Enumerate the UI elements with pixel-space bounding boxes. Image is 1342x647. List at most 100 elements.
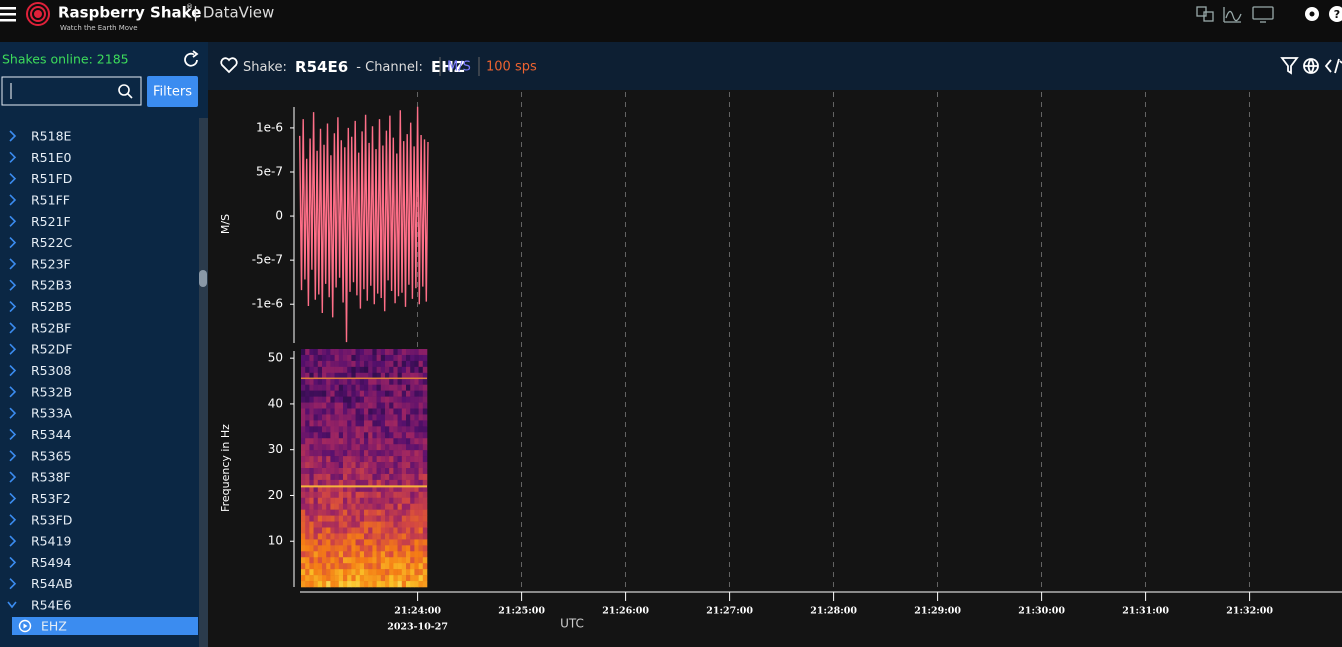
station[interactable]: R51FF (31, 192, 70, 207)
spectrogram-cell (401, 432, 407, 439)
top-icons[interactable] (1196, 6, 1274, 23)
station[interactable]: R5344 (31, 427, 72, 442)
spectrogram-cell (422, 479, 428, 487)
spectrogram-cell (326, 545, 331, 552)
spectrogram-cell (401, 515, 407, 522)
spectrogram-cell (347, 438, 352, 445)
station[interactable]: R51E0 (31, 150, 71, 165)
spectrogram-cell (330, 414, 335, 421)
station[interactable]: R52BF (31, 320, 71, 335)
help-button[interactable]: ? (1329, 6, 1342, 22)
menu-button[interactable] (0, 7, 16, 22)
filters-button[interactable] (147, 76, 198, 107)
spectrogram-cell (393, 575, 398, 582)
spectrogram-cell (418, 408, 424, 415)
spectrogram-cell (317, 533, 323, 540)
spectrogram-cell (309, 426, 314, 433)
spectrogram-cell (406, 479, 411, 487)
spectrogram-cell (334, 420, 340, 427)
spectrogram-cell (414, 396, 419, 403)
spectrogram-cell (401, 384, 407, 391)
spectrogram-cell (397, 420, 403, 427)
station[interactable]: R52B3 (31, 278, 72, 293)
spectrogram-cell (380, 563, 386, 570)
station[interactable]: R53F2 (31, 491, 71, 506)
spectrogram-cell (397, 521, 403, 528)
spectrogram-cell (305, 575, 310, 582)
spectrogram-cell (385, 491, 390, 499)
station[interactable]: R52B5 (31, 299, 72, 314)
spectrogram-cell (385, 509, 390, 516)
spectrogram-cell (393, 503, 398, 510)
toolbar-icons[interactable] (1280, 57, 1342, 75)
spectrogram-cell (301, 402, 306, 409)
spectrogram-cell (355, 509, 361, 516)
scrollbar[interactable] (199, 118, 208, 647)
spectrogram-cell (313, 533, 319, 540)
chevron (9, 407, 17, 419)
selected-channel[interactable]: EHZ (41, 619, 67, 634)
station[interactable]: R52DF (31, 342, 72, 357)
station[interactable]: R521F (31, 214, 71, 229)
spectrogram-cell (385, 485, 390, 493)
station[interactable]: R538F (31, 470, 71, 485)
spectrogram-cell (338, 426, 344, 433)
spectrogram-cell (322, 533, 327, 540)
spectrogram-cell (376, 473, 382, 481)
channel-bar (208, 42, 1342, 90)
selected-channel-row[interactable] (12, 617, 198, 635)
spectrogram-cell (376, 539, 382, 546)
spectrogram-cell (372, 349, 377, 356)
spectrogram-cell (355, 378, 361, 385)
favorite-button[interactable] (220, 57, 238, 74)
station[interactable]: R533A (31, 406, 73, 421)
station[interactable]: R523F (31, 256, 71, 271)
station[interactable]: R5365 (31, 448, 72, 463)
station[interactable]: R522C (31, 235, 73, 250)
svg-text:?: ? (1334, 8, 1340, 21)
station[interactable]: R518E (31, 129, 72, 144)
spectrogram-cell (372, 396, 377, 403)
spectrogram-cell (359, 426, 365, 433)
station[interactable]: R532B (31, 384, 72, 399)
spectrogram-cell (313, 432, 319, 439)
spectrogram-cell (397, 485, 403, 493)
spectrogram-cell (364, 539, 369, 546)
spectrogram-cell (351, 450, 356, 457)
spectrogram-cell (368, 378, 373, 385)
spectrogram-cell (338, 515, 344, 522)
station[interactable]: R5419 (31, 534, 72, 549)
spectrogram-cell (380, 551, 386, 558)
station[interactable]: R53FD (31, 512, 72, 527)
spectrogram-cell (330, 402, 335, 409)
spectrogram-cell (418, 396, 424, 403)
station[interactable]: R5308 (31, 363, 72, 378)
spectrogram-cell (301, 408, 306, 415)
spectrogram-cell (397, 450, 403, 457)
spectrogram-cell (422, 497, 428, 504)
spectrogram-cell (313, 390, 319, 397)
search-input[interactable] (1, 76, 142, 106)
spectrogram-cell (380, 515, 386, 522)
spectrogram-cell (355, 485, 361, 493)
spectrogram-cell (309, 438, 314, 445)
spectrogram-cell (385, 515, 390, 522)
spectrogram-cell (389, 468, 394, 475)
spectrogram-cell (418, 509, 424, 516)
y-axis-label: Frequency in Hz (219, 424, 232, 512)
spectrogram-cell (334, 515, 340, 522)
spectrogram-cell (397, 563, 403, 570)
station[interactable]: R54E6 (31, 598, 71, 613)
spectrogram-cell (317, 485, 323, 493)
spectrogram-cell (376, 390, 382, 397)
settings-button[interactable] (1305, 7, 1319, 21)
scroll-thumb[interactable] (199, 270, 207, 287)
station[interactable]: R5494 (31, 555, 72, 570)
station[interactable]: R51FD (31, 171, 72, 186)
spectrogram-cell (359, 372, 365, 380)
spectrogram-cell (301, 575, 306, 582)
station[interactable]: R54AB (31, 576, 73, 591)
refresh-button[interactable] (184, 50, 199, 67)
spectrogram-cell (406, 545, 411, 552)
spectrogram-cell (326, 473, 331, 481)
